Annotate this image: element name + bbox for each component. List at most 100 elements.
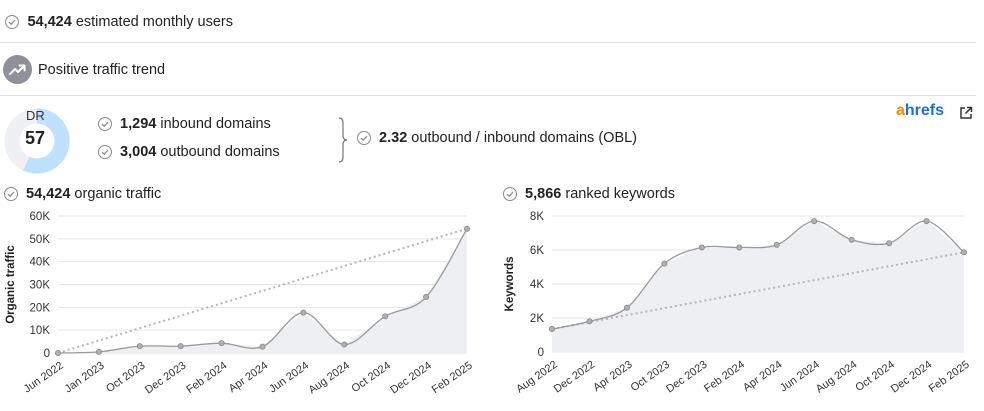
dr-value: 57 xyxy=(25,128,46,148)
ranked-keywords-header: 5,866 ranked keywords xyxy=(503,186,675,202)
check-circle-icon xyxy=(5,14,19,29)
y-tick-label: 6K xyxy=(530,245,544,257)
x-tick-label: Feb 2024 xyxy=(184,360,229,396)
organic-value: 54,424 xyxy=(26,186,71,203)
x-tick-label: Apr 2023 xyxy=(591,359,634,394)
y-tick-label: 4K xyxy=(530,279,544,291)
y-tick-label: 30K xyxy=(30,280,51,292)
y-axis-label: Organic traffic xyxy=(5,245,17,324)
data-point xyxy=(218,340,225,347)
y-tick-label: 40K xyxy=(30,257,51,269)
data-point xyxy=(623,304,630,311)
divider xyxy=(0,42,976,43)
brand-rest: hrefs xyxy=(904,102,945,119)
check-circle-icon xyxy=(98,145,112,160)
keywords-value: 5,866 xyxy=(525,186,562,203)
x-tick-label: Oct 2023 xyxy=(104,360,147,395)
y-tick-label: 2K xyxy=(530,313,544,325)
organic-label: organic traffic xyxy=(74,186,162,203)
series-line xyxy=(551,220,965,330)
x-tick-label: Feb 2025 xyxy=(927,359,972,395)
x-tick-label: Dec 2022 xyxy=(552,359,597,396)
ahrefs-logo-link[interactable]: ahrefs xyxy=(896,102,944,120)
y-tick-label: 20K xyxy=(30,302,51,314)
data-point xyxy=(55,349,62,356)
outbound-text: 3,004 outbound domains xyxy=(120,144,280,160)
check-circle-icon xyxy=(357,131,371,146)
curly-brace-icon xyxy=(338,117,348,163)
series-area xyxy=(552,221,964,352)
dr-label: DR xyxy=(26,108,45,123)
obl-value: 2.32 xyxy=(379,130,408,147)
x-tick-label: Dec 2023 xyxy=(143,360,188,397)
obl-text: 2.32 outbound / inbound domains (OBL) xyxy=(379,130,637,146)
trend-label: Positive traffic trend xyxy=(38,61,166,78)
inbound-domains-stat: 1,294 inbound domains xyxy=(98,116,271,132)
x-tick-label: Apr 2024 xyxy=(227,360,270,395)
y-tick-label: 10K xyxy=(30,325,51,337)
data-point xyxy=(886,240,893,247)
obl-stat: 2.32 outbound / inbound domains (OBL) xyxy=(357,130,637,146)
trending-up-icon xyxy=(3,55,32,84)
dr-gauge xyxy=(4,108,70,174)
brand-a: a xyxy=(896,102,905,119)
trend-row: Positive traffic trend xyxy=(38,61,338,79)
dr-gauge-fill xyxy=(4,108,70,174)
y-tick-label: 8K xyxy=(530,211,544,223)
x-tick-label: Dec 2023 xyxy=(664,359,709,396)
data-point xyxy=(136,343,143,350)
data-point xyxy=(259,343,266,350)
keywords-text: 5,866 ranked keywords xyxy=(525,186,675,202)
data-point xyxy=(736,244,743,251)
data-point xyxy=(341,341,348,348)
x-tick-label: Feb 2024 xyxy=(702,359,747,395)
data-point xyxy=(549,326,556,333)
y-tick-label: 50K xyxy=(30,234,51,246)
external-link-icon[interactable] xyxy=(959,106,973,120)
monthly-users-label: estimated monthly users xyxy=(75,13,233,30)
y-tick-label: 0 xyxy=(538,347,544,359)
data-point xyxy=(661,260,668,267)
series-area xyxy=(58,228,467,353)
x-tick-label: Jun 2024 xyxy=(267,360,311,396)
inbound-value: 1,294 xyxy=(120,116,157,133)
data-point xyxy=(382,313,389,320)
x-tick-label: Dec 2024 xyxy=(889,359,934,396)
data-point xyxy=(811,218,818,225)
x-tick-label: Aug 2022 xyxy=(514,359,559,396)
data-point xyxy=(423,294,430,301)
monthly-users-row: 54,424 estimated monthly users xyxy=(0,13,976,33)
obl-label: outbound / inbound domains (OBL) xyxy=(411,130,638,147)
trend-line xyxy=(57,227,468,354)
outbound-value: 3,004 xyxy=(120,144,157,161)
check-circle-icon xyxy=(503,187,517,202)
inbound-text: 1,294 inbound domains xyxy=(120,116,271,132)
data-point xyxy=(960,249,967,256)
organic-traffic-chart: 0 10K 20K 30K 40K 50K 60K Organic traffic Jun 20… xyxy=(5,211,475,397)
data-point xyxy=(300,309,307,316)
x-tick-label: Feb 2025 xyxy=(430,360,475,396)
divider xyxy=(0,95,976,96)
y-tick-label: 0 xyxy=(44,348,50,360)
x-tick-label: Oct 2024 xyxy=(349,360,392,395)
inbound-label: inbound domains xyxy=(160,116,271,133)
data-point xyxy=(923,218,930,225)
monthly-users-text: 54,424 estimated monthly users xyxy=(27,14,233,30)
check-circle-icon xyxy=(98,117,112,132)
keywords-label: ranked keywords xyxy=(565,186,675,203)
data-point xyxy=(848,236,855,243)
data-point xyxy=(586,318,593,325)
x-tick-label: Apr 2024 xyxy=(741,359,784,394)
organic-traffic-header: 54,424 organic traffic xyxy=(4,186,161,202)
data-point xyxy=(463,225,470,232)
x-tick-label: Jan 2023 xyxy=(63,360,107,396)
check-circle-icon xyxy=(4,187,18,202)
x-tick-label: Aug 2024 xyxy=(814,359,859,396)
outbound-label: outbound domains xyxy=(160,144,280,161)
organic-text: 54,424 organic traffic xyxy=(26,186,161,202)
data-point xyxy=(95,348,102,355)
outbound-domains-stat: 3,004 outbound domains xyxy=(98,144,280,160)
y-axis-label: Keywords xyxy=(504,257,516,312)
monthly-users-value: 54,424 xyxy=(27,13,72,30)
